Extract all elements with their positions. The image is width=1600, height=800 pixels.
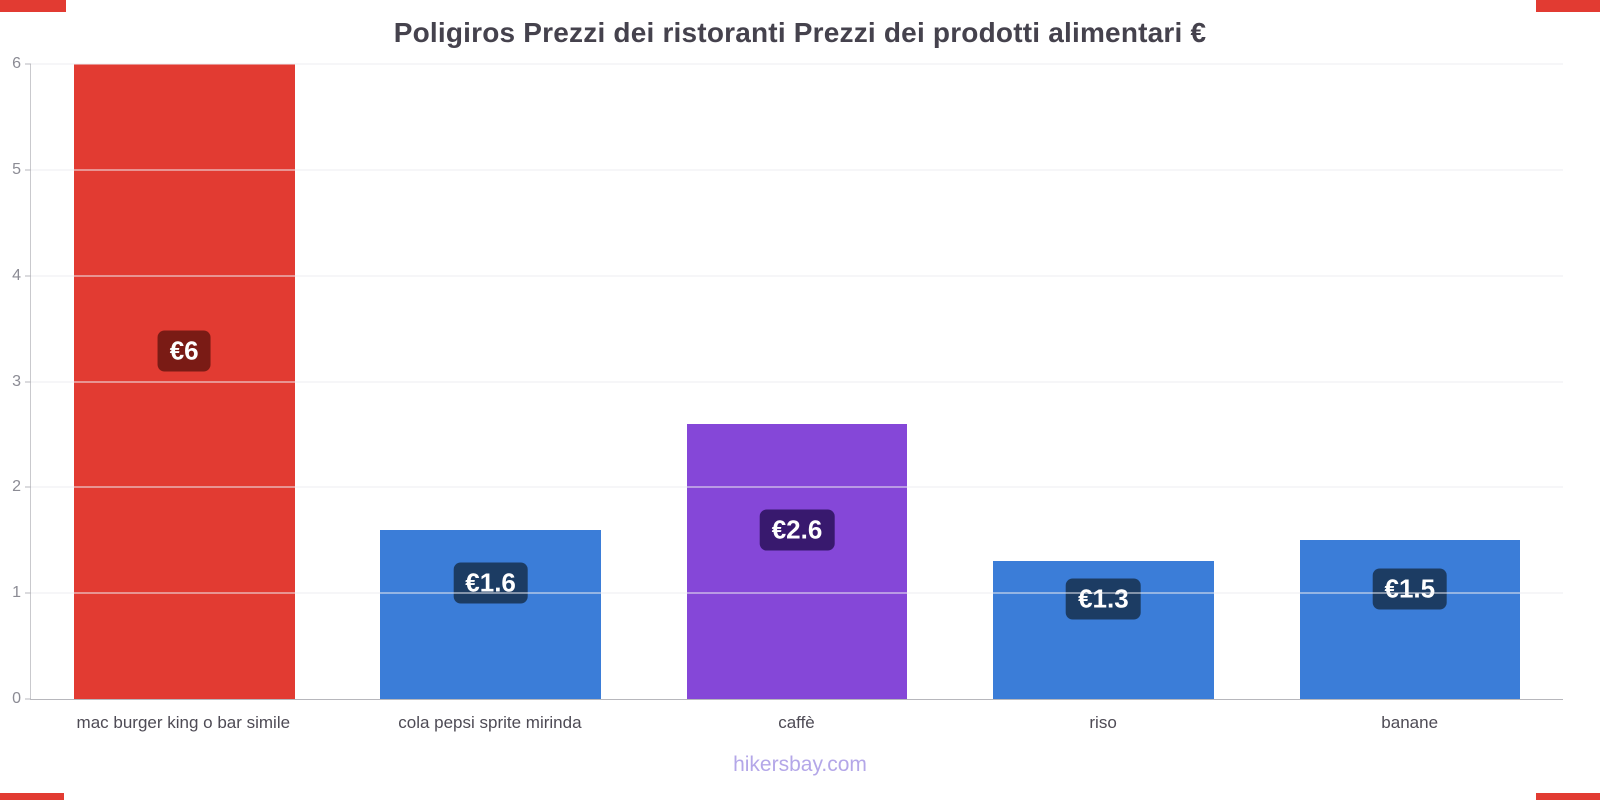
gridline — [31, 63, 1563, 65]
bar-slot: €1.6 — [337, 64, 643, 699]
bar-slot: €2.6 — [644, 64, 950, 699]
bar-value-label: €1.6 — [453, 562, 528, 604]
y-axis-tick-mark — [25, 698, 31, 700]
bar-slot: €1.5 — [1257, 64, 1563, 699]
y-axis-tick-label: 3 — [12, 372, 21, 390]
category-label: banane — [1381, 713, 1439, 732]
gridline — [31, 592, 1563, 594]
y-axis-tick-label: 2 — [12, 478, 21, 496]
bar-value-label: €2.6 — [759, 509, 835, 551]
gridline — [31, 275, 1563, 277]
bar-value-label: €1.3 — [1066, 578, 1141, 620]
y-axis-tick-label: 5 — [12, 160, 21, 178]
chart-title: Poligiros Prezzi dei ristoranti Prezzi d… — [393, 17, 1207, 48]
bar-4: €1.3 — [993, 561, 1214, 699]
corner-accent-top-right — [1536, 0, 1600, 12]
category-label: cola pepsi sprite mirinda — [398, 713, 582, 732]
y-axis-tick-mark — [25, 592, 31, 594]
bar-3: €2.6 — [686, 423, 908, 699]
y-axis-tick-mark — [25, 486, 31, 488]
y-axis-tick-mark — [25, 381, 31, 382]
site-watermark: hikersbay.com — [733, 753, 867, 776]
corner-accent-top-left — [0, 0, 66, 12]
y-axis-tick-label: 1 — [12, 584, 21, 602]
category-label: riso — [1089, 713, 1117, 732]
gridline — [31, 169, 1563, 171]
plot-area: €6 €1.6 €2.6 €1.3 €1.5 0 1 2 3 4 5 6 — [12, 56, 1563, 707]
corner-accent-bottom-right — [1536, 793, 1600, 800]
bar-value-label: €6 — [157, 330, 211, 371]
category-label: mac burger king o bar simile — [76, 713, 291, 732]
bar-5: €1.5 — [1299, 540, 1521, 699]
bar-slot: €1.3 — [950, 64, 1256, 699]
y-axis-tick-label: 0 — [12, 690, 21, 707]
bar-2: €1.6 — [380, 529, 601, 699]
corner-accent-bottom-left — [0, 793, 64, 800]
category-axis: mac burger king o bar simile cola pepsi s… — [30, 713, 1563, 733]
y-axis-tick-label: 6 — [12, 55, 21, 72]
bar-value-label: €1.5 — [1372, 568, 1448, 610]
gridline — [31, 381, 1563, 382]
y-axis-tick-label: 4 — [12, 266, 21, 284]
y-axis-tick-mark — [25, 275, 31, 277]
y-axis-tick-mark — [25, 169, 31, 171]
y-axis-tick-mark — [25, 63, 31, 65]
category-label: caffè — [778, 713, 815, 732]
gridline — [31, 486, 1563, 488]
